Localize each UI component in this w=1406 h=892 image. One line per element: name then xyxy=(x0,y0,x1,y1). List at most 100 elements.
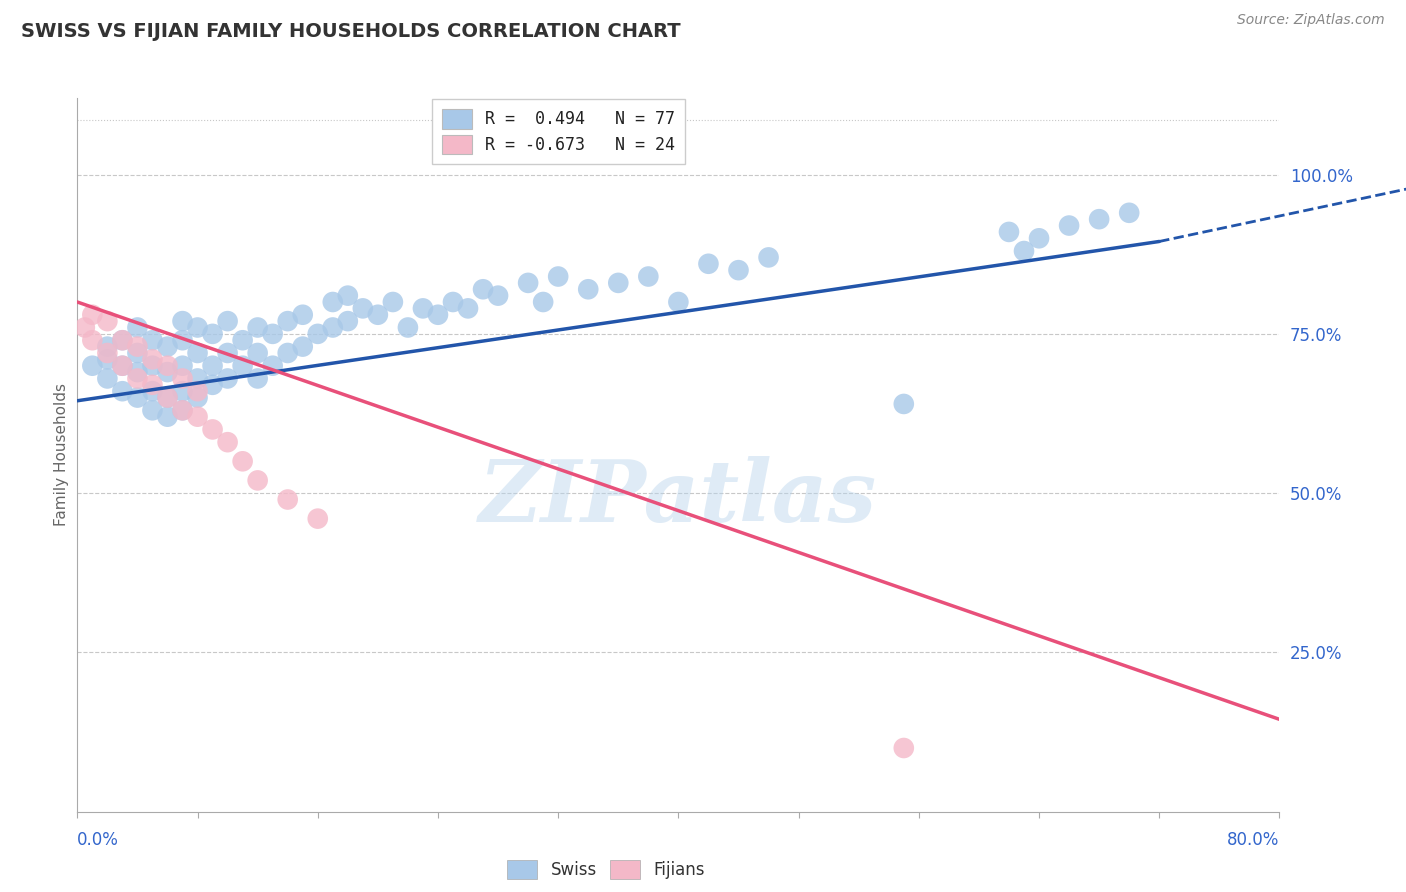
Point xyxy=(172,403,194,417)
Legend: Swiss, Fijians: Swiss, Fijians xyxy=(501,853,711,886)
Text: Source: ZipAtlas.com: Source: ZipAtlas.com xyxy=(1237,13,1385,28)
Point xyxy=(96,346,118,360)
Point xyxy=(141,384,163,399)
Point xyxy=(82,359,104,373)
Point xyxy=(127,371,149,385)
Text: 0.0%: 0.0% xyxy=(77,831,120,849)
Point xyxy=(457,301,479,316)
Point xyxy=(217,371,239,385)
Point xyxy=(427,308,450,322)
Point xyxy=(172,384,194,399)
Point xyxy=(111,333,134,347)
Point xyxy=(141,403,163,417)
Point xyxy=(187,384,209,399)
Point xyxy=(172,371,194,385)
Point xyxy=(277,314,299,328)
Point xyxy=(396,320,419,334)
Point xyxy=(472,282,495,296)
Point xyxy=(232,454,254,468)
Point xyxy=(127,346,149,360)
Point xyxy=(111,359,134,373)
Point xyxy=(893,741,915,756)
Point xyxy=(232,333,254,347)
Point xyxy=(187,320,209,334)
Point xyxy=(1012,244,1035,258)
Point xyxy=(96,352,118,367)
Point xyxy=(607,276,630,290)
Point xyxy=(156,391,179,405)
Point xyxy=(232,359,254,373)
Point xyxy=(201,377,224,392)
Point xyxy=(96,371,118,385)
Point xyxy=(82,308,104,322)
Point xyxy=(367,308,389,322)
Point xyxy=(246,346,269,360)
Point xyxy=(217,435,239,450)
Point xyxy=(246,320,269,334)
Point xyxy=(217,314,239,328)
Point xyxy=(576,282,599,296)
Point xyxy=(336,288,359,302)
Point xyxy=(172,403,194,417)
Point xyxy=(111,333,134,347)
Point xyxy=(187,409,209,424)
Point xyxy=(727,263,749,277)
Text: ZIPatlas: ZIPatlas xyxy=(479,456,877,540)
Point xyxy=(637,269,659,284)
Point xyxy=(172,333,194,347)
Point xyxy=(517,276,540,290)
Point xyxy=(127,320,149,334)
Point xyxy=(156,391,179,405)
Point xyxy=(531,295,554,310)
Point xyxy=(246,371,269,385)
Point xyxy=(246,474,269,488)
Y-axis label: Family Households: Family Households xyxy=(53,384,69,526)
Point xyxy=(217,346,239,360)
Point xyxy=(73,320,96,334)
Point xyxy=(127,365,149,379)
Point xyxy=(201,326,224,341)
Point xyxy=(262,359,284,373)
Point xyxy=(291,340,314,354)
Point xyxy=(322,320,344,334)
Point xyxy=(322,295,344,310)
Point xyxy=(201,422,224,436)
Point xyxy=(1088,212,1111,227)
Point xyxy=(96,340,118,354)
Point xyxy=(187,346,209,360)
Point xyxy=(262,326,284,341)
Point xyxy=(291,308,314,322)
Point xyxy=(82,333,104,347)
Point xyxy=(668,295,690,310)
Point xyxy=(141,359,163,373)
Point xyxy=(111,384,134,399)
Point xyxy=(893,397,915,411)
Point xyxy=(141,333,163,347)
Point xyxy=(111,359,134,373)
Point xyxy=(336,314,359,328)
Point xyxy=(381,295,404,310)
Point xyxy=(156,365,179,379)
Point xyxy=(547,269,569,284)
Point xyxy=(156,409,179,424)
Point xyxy=(172,359,194,373)
Point xyxy=(352,301,374,316)
Point xyxy=(486,288,509,302)
Point xyxy=(277,346,299,360)
Point xyxy=(187,371,209,385)
Point xyxy=(998,225,1021,239)
Point xyxy=(412,301,434,316)
Point xyxy=(96,314,118,328)
Point xyxy=(127,340,149,354)
Point xyxy=(172,314,194,328)
Point xyxy=(441,295,464,310)
Point xyxy=(697,257,720,271)
Point xyxy=(1057,219,1080,233)
Point xyxy=(307,326,329,341)
Point xyxy=(156,359,179,373)
Point xyxy=(1118,206,1140,220)
Point xyxy=(277,492,299,507)
Point xyxy=(141,352,163,367)
Point xyxy=(307,511,329,525)
Point xyxy=(758,251,780,265)
